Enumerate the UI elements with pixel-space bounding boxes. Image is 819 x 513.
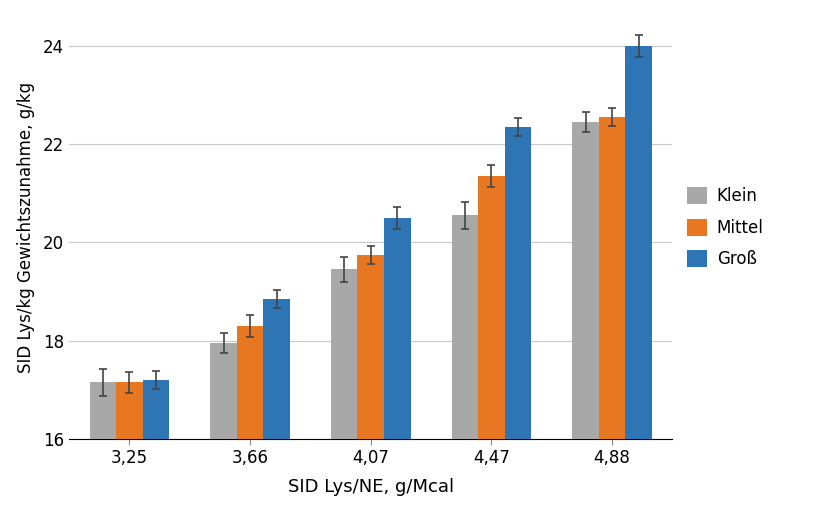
- X-axis label: SID Lys/NE, g/Mcal: SID Lys/NE, g/Mcal: [287, 478, 453, 497]
- Bar: [451, 215, 477, 439]
- Legend: Klein, Mittel, Groß: Klein, Mittel, Groß: [686, 187, 762, 268]
- Bar: [116, 382, 143, 439]
- Bar: [331, 269, 357, 439]
- Bar: [625, 46, 651, 439]
- Bar: [357, 255, 383, 439]
- Bar: [237, 326, 263, 439]
- Bar: [572, 122, 598, 439]
- Bar: [477, 176, 504, 439]
- Bar: [210, 343, 237, 439]
- Bar: [89, 382, 116, 439]
- Bar: [598, 117, 625, 439]
- Bar: [263, 299, 290, 439]
- Bar: [504, 127, 531, 439]
- Y-axis label: SID Lys/kg Gewichtszunahme, g/kg: SID Lys/kg Gewichtszunahme, g/kg: [16, 82, 34, 373]
- Bar: [143, 380, 169, 439]
- Bar: [383, 218, 410, 439]
